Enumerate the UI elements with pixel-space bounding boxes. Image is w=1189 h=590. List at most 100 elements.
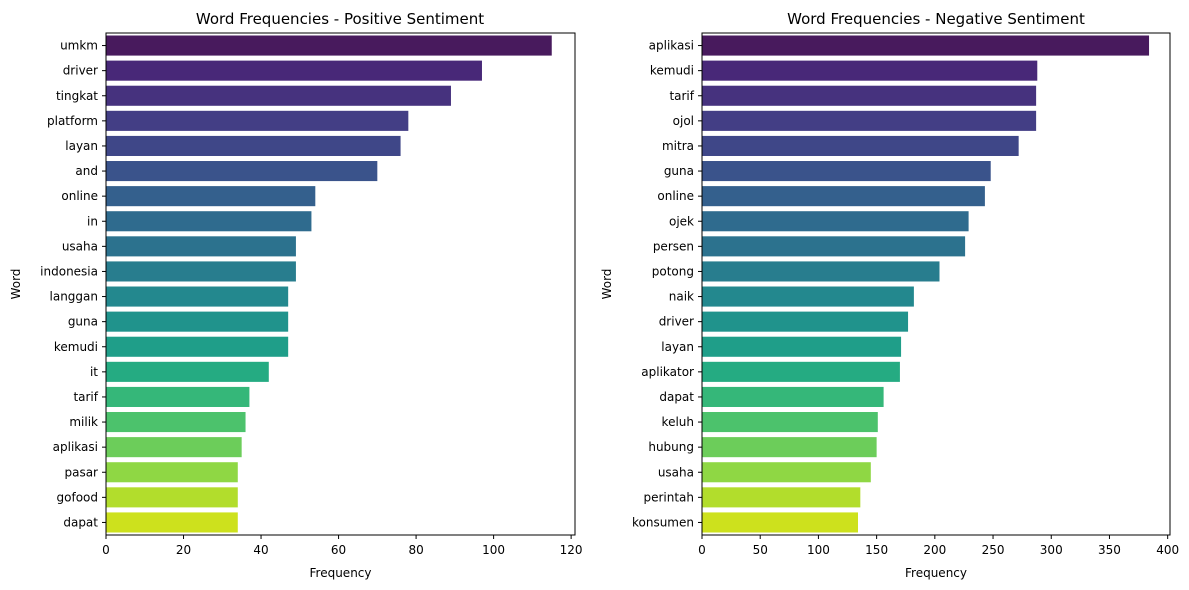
- y-tick-label: layan: [661, 340, 694, 354]
- bar-naik: [702, 286, 914, 307]
- y-tick-label: online: [657, 189, 694, 203]
- x-tick-label: 20: [176, 543, 191, 557]
- bar-umkm: [106, 35, 552, 56]
- y-tick-label: aplikasi: [649, 39, 694, 53]
- bar-platform: [106, 110, 409, 131]
- bar-guna: [702, 161, 991, 182]
- x-tick-label: 80: [408, 543, 423, 557]
- x-tick-label: 0: [102, 543, 110, 557]
- bar-pasar: [106, 462, 238, 483]
- x-axis-label: Frequency: [905, 566, 967, 580]
- y-tick-label: driver: [63, 64, 98, 78]
- bar-langgan: [106, 286, 289, 307]
- bar-driver: [702, 311, 909, 332]
- y-tick-label: indonesia: [40, 264, 98, 278]
- y-tick-label: layan: [65, 139, 98, 153]
- bar-aplikasi: [702, 35, 1150, 56]
- y-tick-label: keluh: [662, 415, 694, 429]
- x-tick-label: 150: [865, 543, 888, 557]
- x-tick-label: 40: [253, 543, 268, 557]
- x-tick-labels: 0 50 100 150 200 250 300 350 400: [698, 535, 1179, 557]
- y-tick-label: tarif: [73, 390, 98, 404]
- positive-sentiment-chart: Word Frequencies - Positive Sentiment um…: [9, 10, 583, 580]
- x-tick-label: 60: [331, 543, 346, 557]
- y-tick-labels: umkm driver tingkat platform layan and online i…: [40, 39, 106, 529]
- y-tick-label: milik: [69, 415, 98, 429]
- bar-kemudi: [106, 336, 289, 357]
- bar-in: [106, 211, 312, 232]
- bar-tarif: [702, 85, 1037, 106]
- x-axis-label: Frequency: [310, 566, 372, 580]
- bar-aplikasi: [106, 437, 242, 458]
- bar-usaha: [106, 236, 296, 257]
- y-tick-label: usaha: [658, 465, 694, 479]
- y-tick-label: tarif: [669, 89, 694, 103]
- bar-perintah: [702, 487, 861, 508]
- bar-gofood: [106, 487, 238, 508]
- y-axis-label: Word: [9, 269, 23, 300]
- y-axis-label: Word: [600, 269, 614, 300]
- y-tick-label: it: [90, 365, 98, 379]
- bar-milik: [106, 412, 246, 433]
- plot-frame: [105, 32, 576, 536]
- x-tick-label: 350: [1098, 543, 1121, 557]
- y-tick-label: umkm: [60, 39, 98, 53]
- y-tick-label: ojek: [669, 214, 694, 228]
- y-tick-label: dapat: [659, 390, 694, 404]
- bar-driver: [106, 60, 482, 81]
- bar-hubung: [702, 437, 877, 458]
- y-tick-label: konsumen: [632, 515, 694, 529]
- y-tick-label: platform: [47, 114, 98, 128]
- x-tick-label: 300: [1040, 543, 1063, 557]
- chart-title: Word Frequencies - Positive Sentiment: [196, 10, 484, 28]
- bar-dapat: [106, 512, 238, 533]
- plot-frame: [701, 32, 1171, 536]
- bar-online: [702, 186, 985, 207]
- bars: [106, 35, 552, 533]
- y-tick-label: persen: [653, 239, 694, 253]
- bar-persen: [702, 236, 966, 257]
- y-tick-label: guna: [68, 315, 98, 329]
- y-tick-label: tingkat: [56, 89, 98, 103]
- y-tick-label: hubung: [648, 440, 694, 454]
- y-tick-label: and: [75, 164, 98, 178]
- y-tick-label: online: [61, 189, 98, 203]
- bar-aplikator: [702, 361, 900, 382]
- x-tick-label: 250: [982, 543, 1005, 557]
- x-tick-label: 50: [753, 543, 768, 557]
- bar-keluh: [702, 412, 878, 433]
- bar-and: [106, 161, 378, 182]
- y-tick-label: potong: [652, 264, 694, 278]
- bars: [702, 35, 1150, 533]
- x-tick-label: 100: [482, 543, 505, 557]
- x-tick-label: 400: [1156, 543, 1179, 557]
- y-tick-label: dapat: [63, 515, 98, 529]
- y-tick-label: guna: [664, 164, 694, 178]
- bar-dapat: [702, 386, 884, 407]
- bar-kemudi: [702, 60, 1038, 81]
- bar-usaha: [702, 462, 871, 483]
- bar-tarif: [106, 386, 250, 407]
- bar-ojol: [702, 110, 1037, 131]
- y-tick-label: pasar: [64, 465, 98, 479]
- y-tick-label: usaha: [62, 239, 98, 253]
- y-tick-label: ojol: [673, 114, 694, 128]
- y-tick-label: kemudi: [54, 340, 98, 354]
- y-tick-label: in: [87, 214, 98, 228]
- chart-title: Word Frequencies - Negative Sentiment: [787, 10, 1085, 28]
- y-tick-labels: aplikasi kemudi tarif ojol mitra guna online oj…: [632, 39, 702, 529]
- y-tick-label: perintah: [643, 490, 694, 504]
- y-tick-label: langgan: [50, 290, 99, 304]
- x-tick-label: 200: [923, 543, 946, 557]
- y-tick-label: kemudi: [650, 64, 694, 78]
- y-tick-label: gofood: [57, 490, 98, 504]
- bar-mitra: [702, 135, 1019, 156]
- bar-guna: [106, 311, 289, 332]
- x-tick-labels: 0 20 40 60 80 100 120: [102, 535, 583, 557]
- bar-tingkat: [106, 85, 451, 106]
- bar-potong: [702, 261, 940, 282]
- bar-konsumen: [702, 512, 858, 533]
- negative-sentiment-chart: Word Frequencies - Negative Sentiment ap…: [600, 10, 1179, 580]
- x-tick-label: 120: [560, 543, 583, 557]
